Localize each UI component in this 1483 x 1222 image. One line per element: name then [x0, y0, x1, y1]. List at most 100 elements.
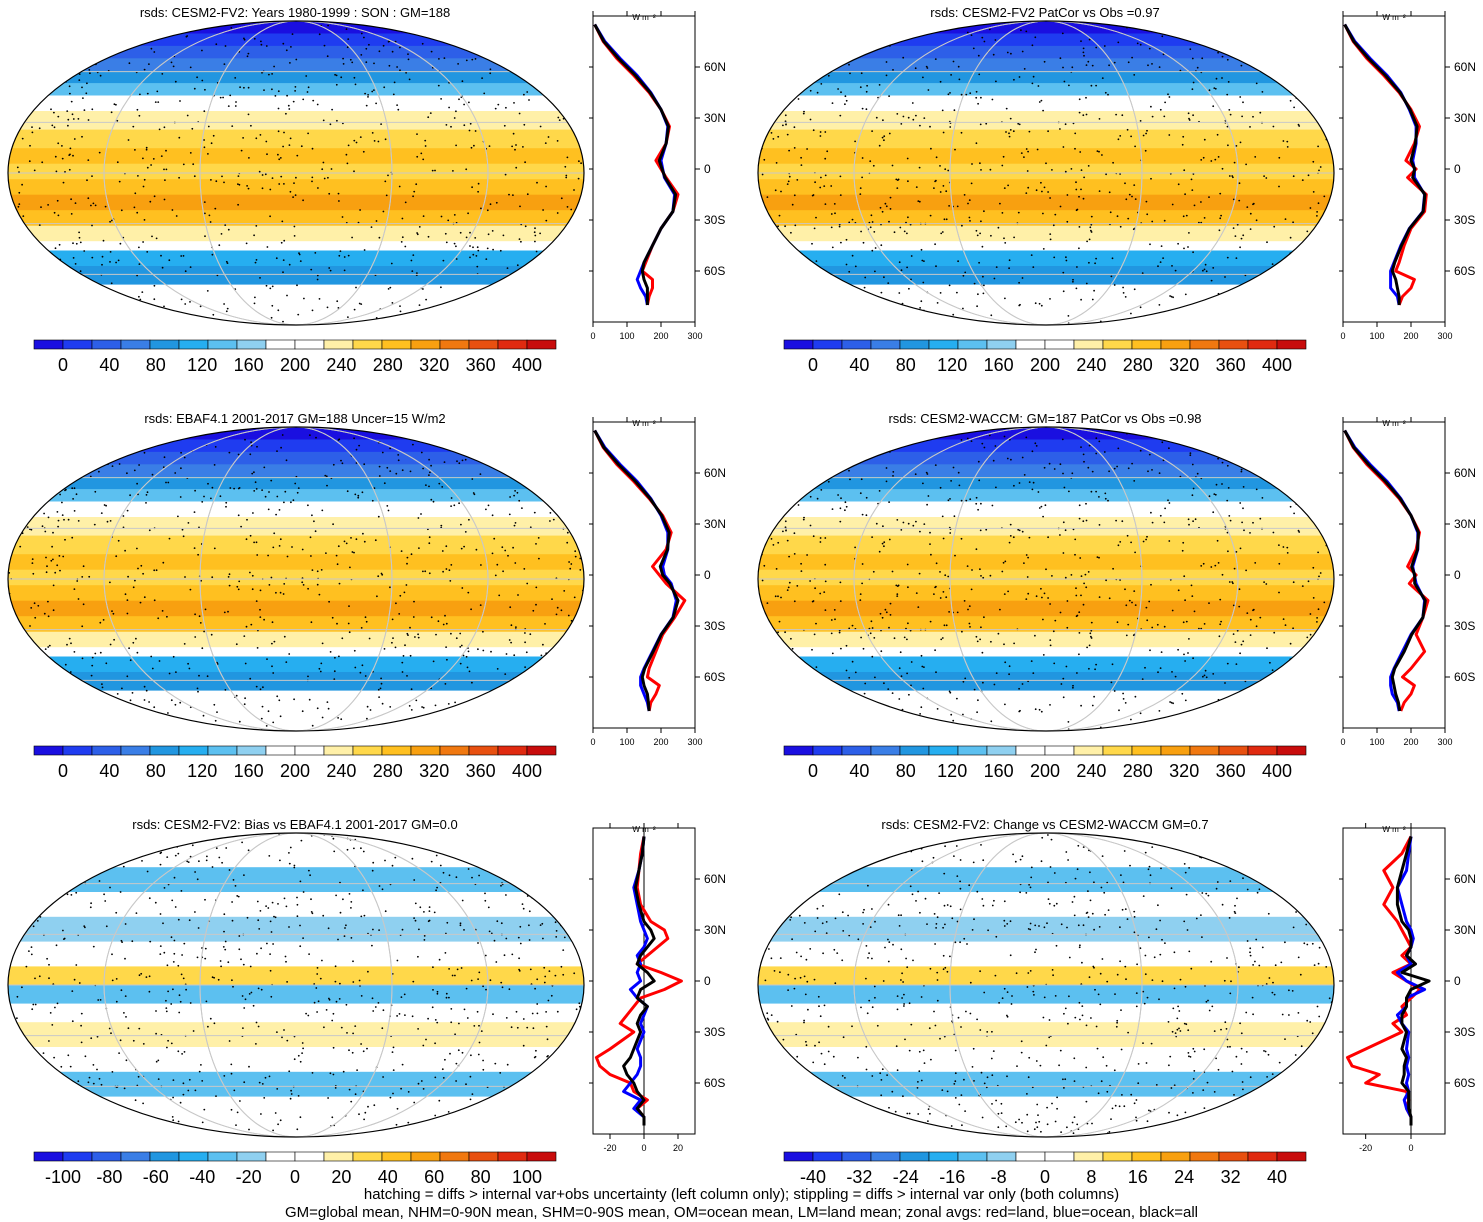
lat-band — [2, 303, 590, 328]
colorbar-label: 160 — [984, 761, 1014, 781]
lat-band — [2, 464, 590, 477]
colorbar-cell — [92, 746, 121, 755]
colorbar-label: 240 — [326, 761, 356, 781]
colorbar-label: -24 — [893, 1167, 919, 1187]
colorbar-cell — [1219, 1152, 1248, 1161]
colorbar-cell — [900, 746, 929, 755]
lat-tick-label: 60N — [704, 60, 725, 74]
lat-band — [752, 942, 1340, 968]
colorbar-cell — [784, 340, 813, 349]
lat-band — [752, 709, 1340, 734]
lat-band — [752, 966, 1340, 986]
lat-tick-label: 60S — [1454, 1076, 1475, 1090]
map-plot — [752, 830, 1340, 1140]
colorbar-cell — [871, 340, 900, 349]
colorbar-cell — [34, 1152, 63, 1161]
lat-band — [2, 111, 590, 131]
colorbar-cell — [411, 746, 440, 755]
colorbar-label: 320 — [419, 761, 449, 781]
colorbar-label: 0 — [290, 1167, 300, 1187]
colorbar-cell — [842, 340, 871, 349]
footer-line-1: hatching = diffs > internal var+obs unce… — [0, 1186, 1483, 1204]
colorbar-label: 280 — [373, 355, 403, 375]
lat-tick-label: 30N — [1454, 923, 1475, 937]
colorbar-cell — [237, 1152, 266, 1161]
x-tick-label: 20 — [673, 1143, 683, 1153]
lat-band — [752, 452, 1340, 465]
colorbar-cell — [784, 746, 813, 755]
colorbar-cell — [1132, 746, 1161, 755]
x-tick-label: 300 — [687, 737, 702, 747]
colorbar-label: -16 — [939, 1167, 965, 1187]
lat-band — [752, 58, 1340, 71]
colorbar-label: 360 — [466, 761, 496, 781]
lat-band — [752, 917, 1340, 943]
lat-band — [752, 517, 1340, 537]
colorbar-cell — [150, 340, 179, 349]
lat-tick-label: 0 — [704, 974, 711, 988]
profile-unit: W m⁻² — [1382, 419, 1406, 428]
colorbar-cell — [784, 1152, 813, 1161]
colorbar-label: 360 — [466, 355, 496, 375]
lat-band — [752, 266, 1340, 286]
colorbar-label: 200 — [1030, 355, 1060, 375]
colorbar-label: 0 — [1040, 1167, 1050, 1187]
lat-band — [752, 179, 1340, 196]
colorbar-cell — [237, 340, 266, 349]
colorbar-cell — [1161, 1152, 1190, 1161]
lat-tick-label: 0 — [1454, 568, 1461, 582]
lat-band — [2, 1047, 590, 1073]
x-tick-label: 200 — [653, 331, 668, 341]
lat-band — [2, 536, 590, 556]
lat-band — [2, 251, 590, 268]
colorbar-label: 280 — [1123, 355, 1153, 375]
lat-band — [752, 251, 1340, 268]
colorbar-label: 32 — [1221, 1167, 1241, 1187]
footer-line-2: GM=global mean, NHM=0-90N mean, SHM=0-90… — [0, 1204, 1483, 1222]
colorbar-cell — [1132, 340, 1161, 349]
colorbar-label: 200 — [1030, 761, 1060, 781]
x-tick-label: 100 — [619, 737, 634, 747]
colorbar-label: 120 — [937, 355, 967, 375]
x-tick-label: 100 — [619, 331, 634, 341]
lat-band — [2, 452, 590, 465]
lat-tick-label: 30S — [1454, 1025, 1475, 1039]
colorbar-cell — [121, 340, 150, 349]
lat-band — [2, 195, 590, 212]
colorbar-label: 240 — [326, 355, 356, 375]
colorbar-cell — [1277, 746, 1306, 755]
colorbar-cell — [842, 1152, 871, 1161]
profile-unit: W m⁻² — [632, 13, 656, 22]
colorbar-cell — [411, 340, 440, 349]
map-plot — [2, 424, 590, 734]
colorbar-cell — [1190, 340, 1219, 349]
colorbar-label: 40 — [1267, 1167, 1287, 1187]
colorbar-cell — [440, 1152, 469, 1161]
lat-band — [2, 892, 590, 918]
colorbar-label: 320 — [1169, 355, 1199, 375]
colorbar-label: 80 — [471, 1167, 491, 1187]
lat-band — [2, 709, 590, 734]
lat-band — [2, 130, 590, 150]
colorbar-label: 400 — [1262, 761, 1292, 781]
colorbar-cell — [440, 340, 469, 349]
colorbar-cell — [1219, 340, 1248, 349]
lat-band — [752, 657, 1340, 674]
colorbar-label: 160 — [234, 355, 264, 375]
colorbar-label: 0 — [58, 761, 68, 781]
colorbar-cell — [121, 746, 150, 755]
lat-tick-label: 30S — [1454, 619, 1475, 633]
colorbar-cell — [382, 340, 411, 349]
lat-tick-label: 30S — [1454, 213, 1475, 227]
colorbar-cell — [1248, 746, 1277, 755]
lat-tick-label: 60N — [1454, 60, 1475, 74]
colorbar-cell — [208, 1152, 237, 1161]
map-field — [752, 830, 1340, 1140]
x-tick-label: 200 — [1403, 331, 1418, 341]
